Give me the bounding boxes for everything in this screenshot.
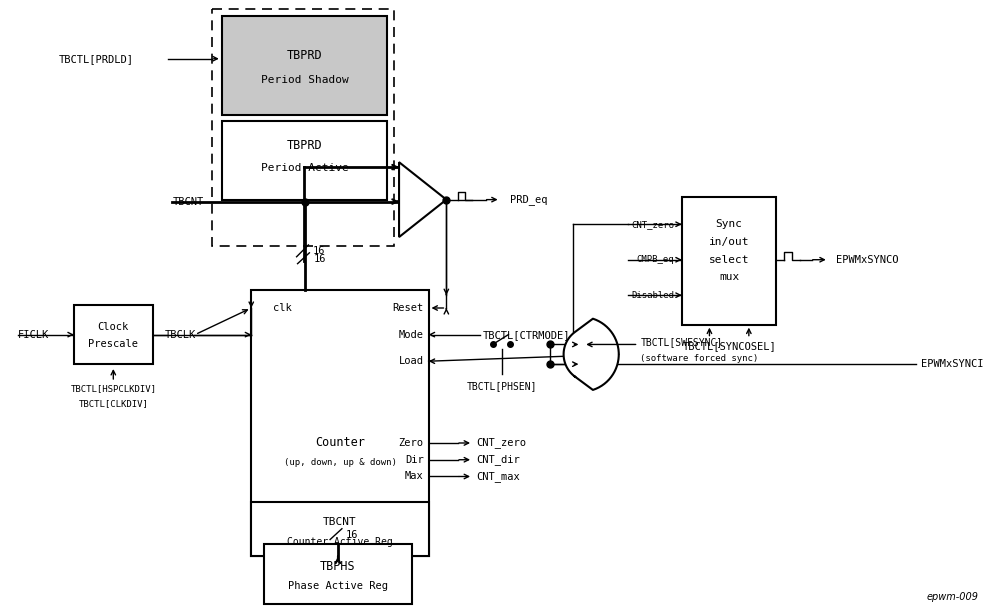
Text: Counter: Counter (315, 437, 365, 450)
Text: Phase Active Reg: Phase Active Reg (288, 581, 388, 591)
Text: Zero: Zero (399, 438, 423, 448)
Text: TBCTL[PHSEN]: TBCTL[PHSEN] (466, 381, 537, 391)
Text: CMPB_eq: CMPB_eq (636, 255, 674, 264)
Text: TBCTL[CLKDIV]: TBCTL[CLKDIV] (79, 399, 148, 408)
Text: TBCTL[SYNCOSEL]: TBCTL[SYNCOSEL] (682, 341, 776, 351)
Bar (212, 9, 395, 246)
Bar (74, 305, 153, 364)
Text: Reset: Reset (393, 303, 423, 313)
Text: in/out: in/out (709, 237, 749, 247)
Text: EPWMxSYNCI: EPWMxSYNCI (921, 359, 984, 369)
Text: TBCTL[CTRMODE]: TBCTL[CTRMODE] (483, 330, 571, 339)
Text: Load: Load (399, 356, 423, 366)
Bar (264, 545, 412, 604)
Text: (up, down, up & down): (up, down, up & down) (283, 458, 397, 467)
Text: TBCTL[HSPCLKDIV]: TBCTL[HSPCLKDIV] (71, 384, 156, 393)
Text: TBCLK: TBCLK (165, 330, 196, 339)
Text: clk: clk (273, 303, 291, 313)
Text: TBPRD: TBPRD (286, 49, 322, 62)
Text: Counter Active Reg: Counter Active Reg (287, 537, 393, 546)
Text: 16: 16 (346, 530, 359, 540)
Text: EPWMxSYNCO: EPWMxSYNCO (836, 255, 898, 265)
Text: TBCNT: TBCNT (172, 197, 204, 206)
Text: TBPRD: TBPRD (286, 139, 322, 152)
Text: Sync: Sync (716, 219, 743, 229)
Text: Clock: Clock (97, 322, 129, 332)
Text: Mode: Mode (399, 330, 423, 339)
Text: TBCTL[PRDLD]: TBCTL[PRDLD] (59, 54, 134, 63)
Text: PRD_eq: PRD_eq (510, 194, 548, 205)
Bar (222, 17, 388, 115)
Text: 16: 16 (312, 246, 325, 256)
Text: TBPHS: TBPHS (320, 560, 356, 573)
Text: Max: Max (405, 471, 423, 482)
Text: CNT_max: CNT_max (476, 471, 520, 482)
Bar (682, 197, 776, 325)
Bar (222, 121, 388, 200)
Text: Period Active: Period Active (260, 163, 348, 173)
Text: Prescale: Prescale (88, 339, 138, 349)
Text: epwm-009: epwm-009 (926, 591, 978, 602)
Text: CNT_dir: CNT_dir (476, 454, 520, 465)
Text: CNT_zero: CNT_zero (631, 220, 674, 229)
Polygon shape (564, 318, 618, 390)
Text: Dir: Dir (405, 455, 423, 464)
Text: select: select (709, 255, 749, 265)
Text: Period Shadow: Period Shadow (260, 75, 348, 86)
Text: FICLK: FICLK (18, 330, 49, 339)
Text: TBCTL[SWFSYNC]: TBCTL[SWFSYNC] (640, 338, 723, 347)
Text: mux: mux (719, 272, 740, 283)
Text: Disabled: Disabled (631, 291, 674, 300)
Bar (251, 502, 428, 556)
Text: CNT_zero: CNT_zero (476, 437, 526, 448)
Text: (software forced sync): (software forced sync) (640, 354, 758, 363)
Text: 16: 16 (313, 254, 326, 264)
Text: TBCNT: TBCNT (323, 517, 357, 527)
Polygon shape (399, 162, 446, 237)
Bar (251, 290, 428, 556)
